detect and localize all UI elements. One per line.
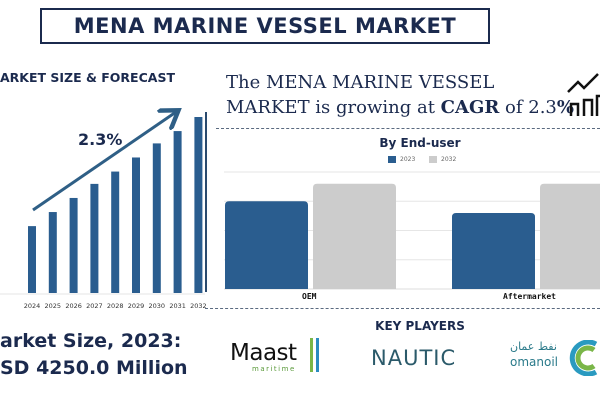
legend-swatch — [429, 156, 437, 163]
year-label-2030: 2030 — [149, 302, 166, 310]
bar-oem-2032 — [313, 183, 396, 289]
logo-subtext: maritime — [252, 365, 296, 373]
year-label-2031: 2031 — [169, 302, 186, 310]
year-label-2026: 2026 — [65, 302, 82, 310]
growth-arrow — [32, 112, 176, 212]
legend-item-2032: 2032 — [429, 156, 456, 163]
legend-label: 2023 — [400, 156, 416, 163]
market-size-value: SD 4250.0 Million — [0, 357, 188, 379]
bar-2027 — [90, 183, 99, 293]
bar-aftermarket-2032 — [540, 183, 600, 289]
logo-omanoil: نفط عمان omanoil — [508, 338, 600, 378]
bar-2025 — [48, 212, 57, 293]
key-players-heading: KEY PLAYERS — [375, 319, 465, 333]
year-label-2032: 2032 — [190, 302, 207, 310]
category-label-oem: OEM — [302, 292, 317, 301]
logo-maast-maritime: Maast maritime — [230, 338, 320, 378]
omanoil-emblem — [569, 340, 598, 376]
headline-line-1: The MENA MARINE VESSEL — [226, 72, 495, 93]
headline-line-2: MARKET is growing at CAGR of 2.3% — [226, 95, 574, 120]
year-label-2025: 2025 — [45, 302, 62, 310]
bar-oem-2023 — [225, 201, 308, 289]
forecast-bar-chart: 2024 2025 2026 2027 2028 2029 2030 2031 2032 2.3… — [0, 95, 207, 310]
divider — [205, 112, 207, 292]
market-size-label: arket Size, 2023: — [0, 330, 182, 352]
year-label-2027: 2027 — [86, 302, 103, 310]
bar-2028 — [111, 171, 120, 293]
headline: The MENA MARINE VESSEL MARKET is growing… — [226, 70, 574, 120]
legend-item-2023: 2023 — [388, 156, 415, 163]
bar-2030 — [152, 143, 161, 293]
headline-text: of 2.3 — [499, 97, 557, 118]
logo-arabic-text: نفط عمان — [510, 340, 557, 353]
headline-text: MARKET is growing at — [226, 97, 441, 118]
bar-2031 — [173, 131, 182, 293]
forecast-heading: ARKET SIZE & FORECAST — [0, 70, 175, 85]
enduser-chart-title: By End-user — [379, 136, 461, 150]
bar-2029 — [132, 157, 140, 293]
logo-nautic: NAUTIC — [371, 346, 457, 370]
legend-label: 2032 — [441, 156, 457, 163]
logo-text: Maast — [230, 340, 297, 366]
divider — [216, 128, 600, 129]
enduser-bar-chart — [224, 171, 600, 290]
bar-2024 — [28, 226, 36, 293]
bar-2026 — [69, 197, 78, 293]
year-label-2029: 2029 — [128, 302, 145, 310]
year-label-2028: 2028 — [107, 302, 124, 310]
bar-2032 — [194, 117, 203, 293]
growth-chart-icon — [567, 73, 600, 116]
headline-pct: % — [556, 97, 574, 118]
year-label-2024: 2024 — [24, 302, 41, 310]
divider — [205, 308, 600, 309]
legend-swatch — [388, 156, 396, 163]
logo-text: omanoil — [510, 355, 558, 369]
bar-aftermarket-2023 — [452, 212, 535, 289]
cagr-annotation: 2.3% — [78, 130, 122, 149]
headline-cagr: CAGR — [440, 97, 500, 118]
page-title: MENA MARINE VESSEL MARKET — [40, 8, 490, 44]
category-label-aftermarket: Aftermarket — [503, 292, 556, 301]
